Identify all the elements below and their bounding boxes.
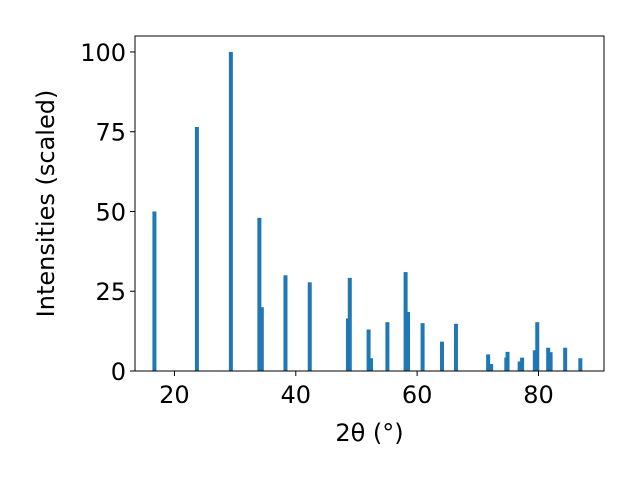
plot-frame [134, 35, 605, 372]
y-axis-ticks: 0 25 50 75 100 [80, 39, 135, 386]
x-tick-label: 60 [402, 381, 433, 409]
y-axis-label: Intensities (scaled) [32, 90, 60, 318]
bar [532, 350, 537, 371]
y-tick-label: 25 [95, 278, 126, 306]
x-tick-label: 40 [281, 381, 312, 409]
bar [369, 358, 374, 371]
bar [453, 323, 458, 371]
x-tick-label: 80 [523, 381, 554, 409]
y-tick-label: 75 [95, 119, 126, 147]
bar [535, 322, 540, 371]
bar [489, 363, 494, 371]
bar [347, 277, 352, 371]
bar [406, 311, 411, 371]
bar [578, 358, 583, 371]
bar [194, 126, 199, 372]
bar [257, 217, 262, 371]
bar [440, 341, 444, 371]
bar-series [152, 51, 583, 372]
bar [385, 322, 390, 371]
bar [259, 307, 264, 371]
bar [228, 51, 233, 371]
y-tick-label: 50 [95, 198, 126, 226]
bar [307, 282, 312, 371]
bar [563, 347, 568, 371]
x-tick-label: 20 [159, 381, 190, 409]
bar [366, 329, 371, 371]
bar [520, 357, 525, 371]
bar [403, 272, 408, 371]
y-tick-label: 100 [80, 39, 126, 67]
bar [546, 347, 551, 371]
bar [152, 211, 157, 371]
x-axis-label: 2θ (°) [335, 419, 403, 447]
bar [548, 352, 553, 371]
bar [420, 323, 425, 371]
bar [283, 275, 288, 371]
x-axis-ticks: 20 40 60 80 [159, 371, 554, 409]
y-tick-label: 0 [111, 358, 126, 386]
bar [486, 354, 491, 371]
bar [517, 361, 522, 371]
bar [505, 351, 510, 371]
